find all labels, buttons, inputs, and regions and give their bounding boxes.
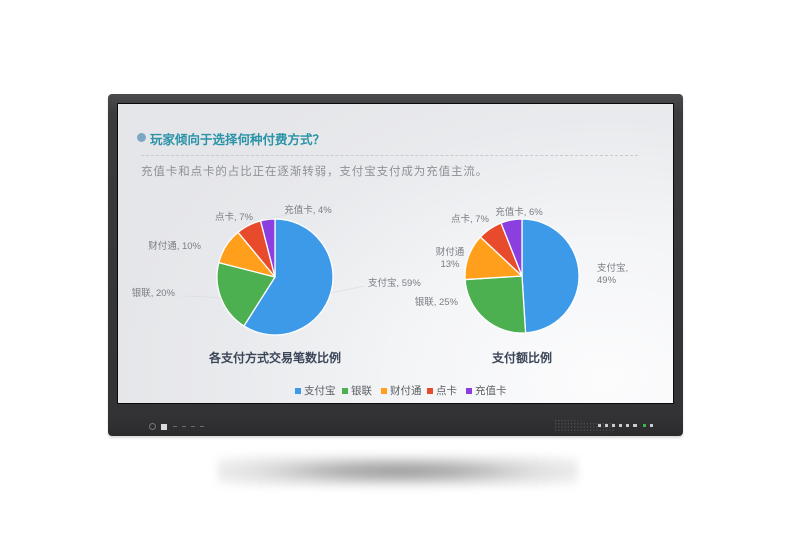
svg-text:财付通: 财付通: [436, 246, 465, 258]
svg-text:充值卡: 充值卡: [475, 384, 507, 397]
svg-text:支付额比例: 支付额比例: [491, 350, 552, 365]
svg-text:点卡: 点卡: [436, 384, 457, 397]
svg-text:财付通, 10%: 财付通, 10%: [148, 240, 201, 252]
svg-text:点卡, 7%: 点卡, 7%: [451, 213, 490, 225]
svg-text:充值卡, 6%: 充值卡, 6%: [495, 206, 543, 218]
svg-text:49%: 49%: [597, 275, 617, 286]
svg-text:充值卡, 4%: 充值卡, 4%: [284, 204, 332, 216]
svg-text:各支付方式交易笔数比例: 各支付方式交易笔数比例: [208, 350, 341, 365]
svg-text:支付宝: 支付宝: [304, 384, 336, 397]
svg-text:支付宝,: 支付宝,: [597, 262, 628, 274]
svg-text:财付通: 财付通: [390, 384, 422, 397]
svg-text:支付宝, 59%: 支付宝, 59%: [368, 277, 421, 289]
svg-text:银联: 银联: [351, 384, 372, 397]
svg-text:13%: 13%: [440, 259, 460, 270]
svg-text:银联, 20%: 银联, 20%: [132, 287, 176, 299]
svg-text:银联, 25%: 银联, 25%: [415, 296, 459, 308]
svg-text:点卡, 7%: 点卡, 7%: [215, 211, 254, 223]
